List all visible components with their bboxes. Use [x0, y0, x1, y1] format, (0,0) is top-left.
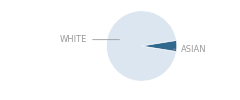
Wedge shape	[106, 11, 176, 81]
Text: WHITE: WHITE	[60, 35, 120, 44]
Text: ASIAN: ASIAN	[173, 45, 207, 54]
Wedge shape	[142, 40, 177, 52]
